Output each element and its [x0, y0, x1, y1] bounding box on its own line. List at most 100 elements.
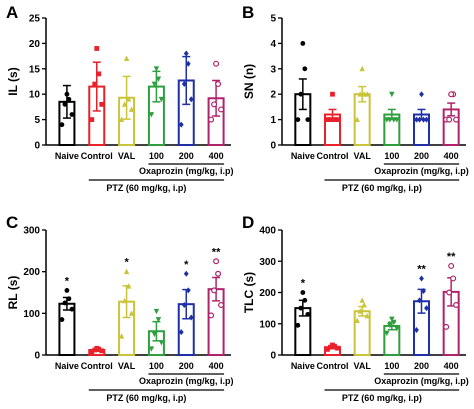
y-tick-label: 0	[34, 141, 40, 152]
y-tick-label: 1	[270, 115, 276, 126]
data-point	[419, 91, 424, 98]
subgroup-label: Oxaprozin (mg/kg, i.p)	[374, 376, 469, 386]
data-point	[443, 323, 450, 330]
data-point	[128, 106, 135, 112]
data-point	[148, 346, 155, 352]
data-point	[64, 288, 70, 293]
data-point	[89, 117, 95, 122]
data-point	[62, 300, 68, 306]
category-label: Control	[317, 151, 349, 161]
data-point	[450, 275, 457, 282]
data-point	[387, 117, 393, 123]
data-point	[421, 287, 426, 294]
data-point	[153, 66, 160, 72]
data-point	[448, 262, 455, 269]
y-tick-label: 0	[270, 141, 276, 152]
y-tick-label: 300	[23, 226, 40, 237]
y-tick-label: 5	[270, 14, 276, 25]
y-tick-label: 4	[270, 39, 276, 50]
data-point	[215, 270, 222, 277]
data-point	[359, 297, 365, 303]
subgroup-label: Oxaprozin (mg/kg, i.p)	[139, 376, 234, 386]
data-point	[417, 116, 422, 123]
category-label: VAL	[118, 151, 136, 161]
category-label: Control	[81, 151, 113, 161]
significance-mark: **	[212, 246, 221, 258]
y-tick-label: 0	[270, 351, 276, 362]
category-label: VAL	[118, 361, 136, 371]
data-point	[364, 312, 370, 319]
data-point	[59, 122, 65, 128]
data-point	[330, 91, 335, 97]
data-point	[213, 60, 220, 67]
data-point	[94, 46, 100, 51]
data-point	[361, 91, 367, 97]
data-point	[211, 287, 218, 294]
data-point	[62, 101, 68, 107]
data-point	[446, 116, 453, 123]
significance-mark: *	[301, 278, 306, 290]
data-point	[118, 116, 125, 122]
y-tick-label: 200	[23, 267, 40, 278]
data-point	[335, 345, 340, 351]
data-point	[387, 322, 393, 329]
data-point	[448, 91, 455, 98]
panel-label: D	[242, 213, 254, 232]
data-point	[295, 322, 301, 328]
data-point	[389, 91, 395, 98]
data-point	[183, 50, 189, 57]
y-axis-label: IL (s)	[6, 67, 20, 95]
panel-label: C	[6, 213, 18, 232]
data-point	[354, 317, 360, 324]
data-point	[332, 117, 337, 122]
data-point	[99, 101, 105, 107]
data-point	[391, 117, 397, 123]
data-point	[188, 314, 194, 321]
y-tick-label: 0	[34, 351, 40, 362]
category-label: Naive	[55, 361, 79, 371]
category-label: Control	[81, 361, 113, 371]
category-label: 200	[414, 151, 429, 161]
data-point	[151, 331, 158, 338]
data-point	[158, 340, 165, 346]
data-point	[215, 81, 222, 88]
data-point	[357, 91, 363, 97]
data-point	[178, 329, 184, 336]
data-point	[69, 306, 75, 312]
category-label: 200	[179, 151, 194, 161]
panel-c: C 0 100 200 300 RL (s) * Naive Control * VAL 100 * 20…	[6, 213, 234, 403]
data-point	[298, 305, 304, 311]
data-point	[295, 117, 301, 122]
data-point	[208, 312, 215, 319]
category-label: 400	[209, 361, 224, 371]
y-axis-label: SN (n)	[242, 64, 256, 99]
y-tick-label: 400	[259, 226, 276, 237]
data-point	[394, 326, 400, 332]
data-point	[328, 117, 333, 122]
significance-mark: *	[65, 275, 70, 287]
data-point	[185, 60, 191, 67]
panel-label: B	[242, 3, 254, 22]
y-tick-label: 300	[259, 257, 276, 268]
data-point	[64, 91, 70, 97]
group-label: PTZ (60 mg/kg, i.p)	[106, 183, 186, 193]
data-point	[125, 96, 132, 102]
data-point	[99, 348, 105, 354]
data-point	[66, 96, 72, 102]
significance-mark: **	[417, 263, 426, 275]
data-point	[158, 96, 165, 103]
data-point	[94, 345, 100, 351]
group-label: PTZ (60 mg/kg, i.p)	[342, 393, 422, 403]
data-point	[155, 317, 162, 323]
significance-mark: *	[184, 259, 189, 271]
data-point	[298, 91, 304, 97]
data-point	[453, 302, 460, 309]
panel-d: D 0 100 200 300 400 TLC (s) * Naive Control VAL 100…	[242, 213, 469, 403]
y-tick-label: 10	[29, 90, 41, 101]
y-tick-label: 100	[23, 309, 40, 320]
panel-a: A 0 5 10 15 20 25 IL (s) Naive Control VAL 100 200 40…	[6, 3, 234, 193]
data-point	[208, 116, 215, 123]
data-point	[153, 308, 160, 315]
data-point	[325, 117, 330, 122]
